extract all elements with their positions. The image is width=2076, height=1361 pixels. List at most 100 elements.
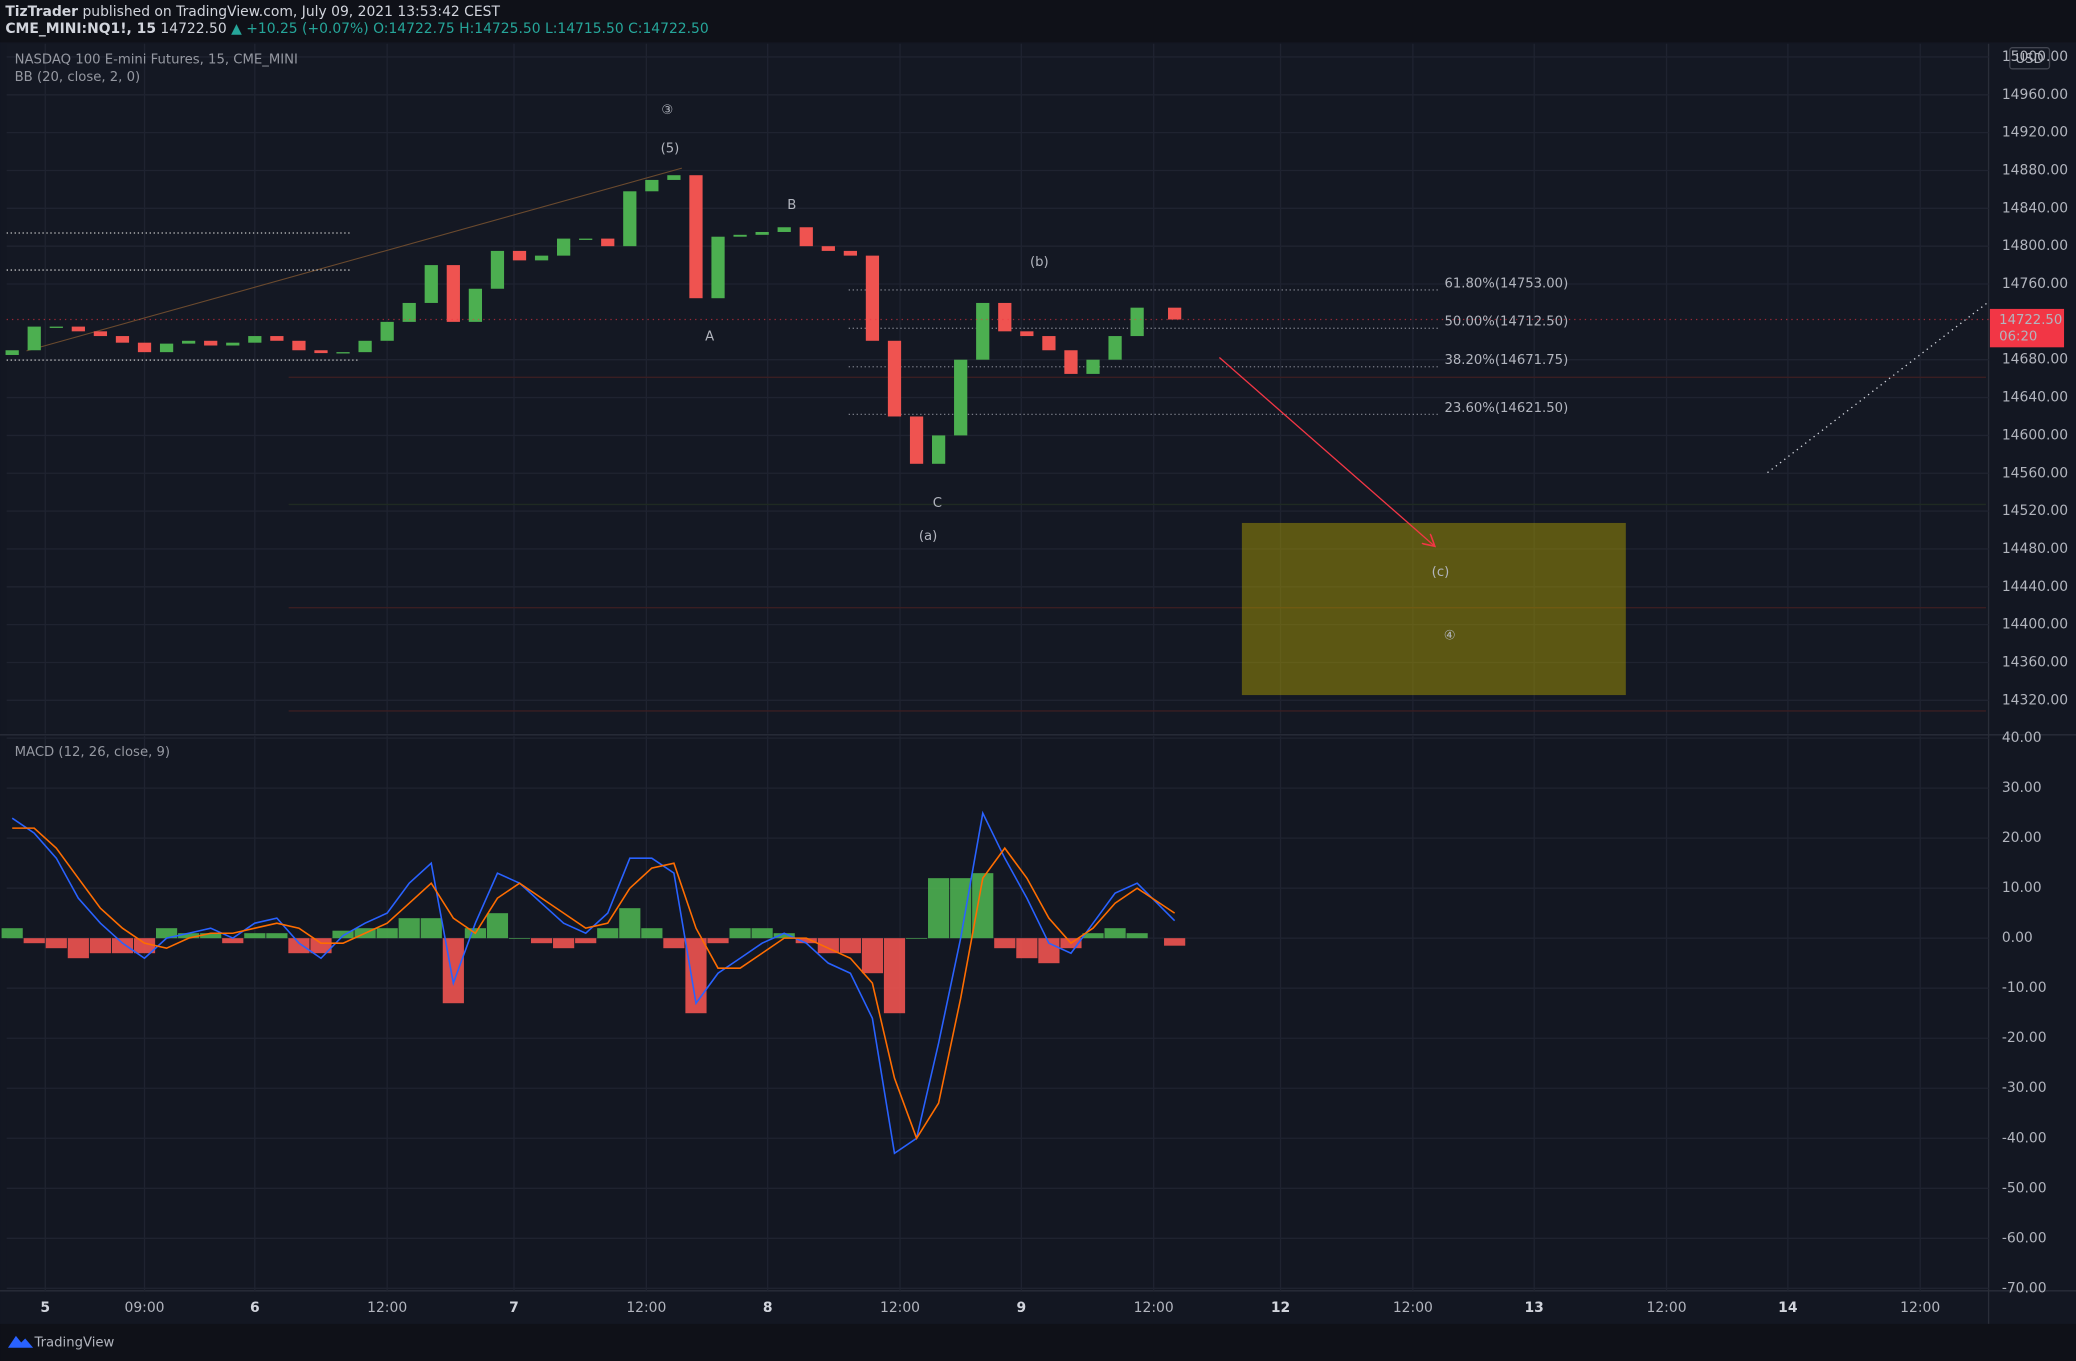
author: TizTrader [5,4,78,20]
histogram-bar [530,938,553,944]
trend-line [26,167,683,352]
y-tick-label: 0.00 [2002,930,2033,946]
candle [71,326,85,332]
candle [115,336,130,343]
candle [512,250,527,261]
candle [557,238,571,256]
candle [314,350,328,354]
x-tick-label: 12:00 [1900,1300,1940,1316]
histogram-bar [597,928,619,939]
y-tick-label: 20.00 [2002,830,2042,846]
histogram-bar [508,938,531,939]
candle [821,246,835,251]
y-tick-label: -70.00 [2002,1280,2047,1296]
histogram-bar [641,928,663,939]
y-tick-label: 14440.00 [2002,579,2068,595]
wave-label: ④ [1444,628,1456,643]
candle [865,255,880,341]
wave-label: (a) [919,529,937,544]
y-tick-label: 14760.00 [2002,276,2068,292]
brand[interactable]: TradingView [33,1335,114,1350]
candle [755,231,769,235]
candle [137,342,152,353]
histogram-bar [619,908,641,939]
histogram-bar [23,938,45,944]
candle [248,336,262,343]
y-tick-label: 14600.00 [2002,427,2068,443]
candle [667,175,681,180]
histogram-bar [155,928,178,939]
histogram-bar [178,933,200,939]
candle [1130,307,1144,337]
fib-label: 23.60%(14621.50) [1444,401,1568,416]
histogram-bar [1164,938,1186,946]
last: 14722.50 [160,21,226,37]
histogram-bar [553,938,575,949]
y-tick-label: 14800.00 [2002,238,2068,254]
y-tick-label: -50.00 [2002,1180,2047,1196]
fib-label: 61.80%(14753.00) [1444,276,1568,291]
price-pane [6,43,1989,734]
currency[interactable]: USD [2015,52,2043,67]
candle [336,352,350,354]
candle [380,321,394,341]
candle [5,350,19,355]
histogram-bar [442,938,464,1004]
histogram-bar [200,933,222,939]
y-tick-label: -20.00 [2002,1030,2047,1046]
candle [292,340,306,351]
histogram-bar [729,928,751,939]
x-tick-label: 14 [1778,1300,1798,1316]
y-tick-label: 30.00 [2002,780,2042,796]
macd-line [11,810,1176,1155]
candle [270,336,284,341]
y-tick-label: 14960.00 [2002,87,2068,103]
y-tick-label: 14320.00 [2002,692,2068,708]
brand-logo [7,1335,34,1348]
histogram-bar [839,938,861,954]
countdown: 06:20 [1999,330,2037,345]
candle [799,227,813,247]
histogram-bar [575,938,597,944]
y-tick-label: 14480.00 [2002,541,2068,557]
candle [733,234,747,237]
histogram-bar [332,930,354,939]
x-tick-label: 12:00 [367,1300,407,1316]
wave-label: C [933,496,942,511]
histogram-bar [376,928,398,939]
candle [843,250,858,256]
fib-label: 50.00%(14712.50) [1444,315,1568,330]
currency-box[interactable] [2009,46,2051,70]
histogram-bar [288,938,310,954]
x-tick-label: 12:00 [1393,1300,1433,1316]
histogram-bar [1104,928,1126,939]
histogram-bar [994,938,1016,949]
candle [446,265,460,322]
candle [27,326,41,351]
y-tick-label: -10.00 [2002,980,2047,996]
histogram-bar [222,938,244,944]
x-tick-label: 09:00 [125,1300,165,1316]
symbol-line: CME_MINI:NQ1!, 15 14722.50 ▲ +10.25 (+0.… [5,21,708,37]
y-tick-label: 15000.00 [2002,49,2068,65]
ohlc: O:14722.75 H:14725.50 L:14715.50 C:14722… [373,21,709,37]
candle [182,340,196,344]
fib-label: 38.20%(14671.75) [1444,353,1568,368]
histogram-bar [663,938,685,949]
histogram-bar [1038,938,1060,964]
candle [159,343,174,353]
y-tick-label: 40.00 [2002,730,2042,746]
candle [49,326,63,328]
histogram-bar [310,938,332,954]
histogram-bar [950,878,972,939]
histogram-bar [751,928,773,939]
histogram-bar [972,873,994,939]
candle [601,238,615,247]
histogram-bar [45,938,67,949]
candle [998,302,1012,332]
histogram-bar [111,938,134,954]
candle [424,265,438,303]
x-tick-label: 5 [40,1300,50,1316]
histogram-bar [133,938,156,954]
